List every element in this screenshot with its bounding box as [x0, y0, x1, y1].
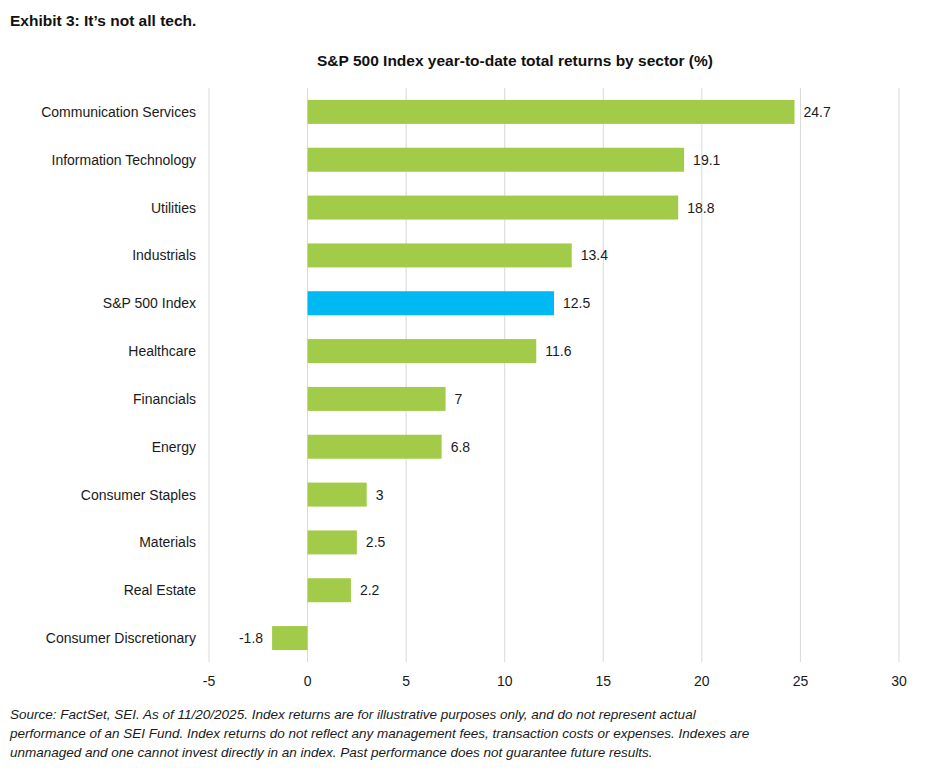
bar [272, 626, 307, 650]
bar [308, 148, 685, 172]
category-label: Financials [133, 391, 196, 407]
category-label: Energy [152, 439, 196, 455]
value-label: 6.8 [451, 439, 471, 455]
value-label: 13.4 [581, 247, 608, 263]
value-label: 12.5 [563, 295, 590, 311]
bar-chart: -5 0 5 10 15 20 25 30 Communication Services 24.7… [0, 0, 940, 700]
x-tick-label: 25 [793, 673, 809, 689]
category-label: Healthcare [128, 343, 196, 359]
value-label: 19.1 [693, 152, 720, 168]
category-label: Utilities [151, 200, 196, 216]
x-tick-label: 10 [497, 673, 513, 689]
x-tick-label: 15 [595, 673, 611, 689]
category-label: Consumer Discretionary [46, 630, 196, 646]
value-label: 3 [376, 487, 384, 503]
x-tick-label: 5 [402, 673, 410, 689]
bar [308, 483, 367, 507]
category-label: Consumer Staples [81, 487, 196, 503]
category-label: Real Estate [124, 582, 197, 598]
value-label: 24.7 [804, 104, 831, 120]
category-label: Information Technology [52, 152, 197, 168]
chart-page: Exhibit 3: It’s not all tech. S&P 500 In… [0, 0, 940, 780]
category-label: Communication Services [41, 104, 196, 120]
bar [308, 100, 795, 124]
x-tick-label: 0 [304, 673, 312, 689]
category-label: S&P 500 Index [103, 295, 196, 311]
x-tick-label: 20 [694, 673, 710, 689]
value-label: -1.8 [239, 630, 263, 646]
bar [308, 291, 554, 315]
value-label: 11.6 [545, 343, 571, 359]
bar [308, 339, 537, 363]
bar [308, 435, 442, 459]
x-tick-label: -5 [203, 673, 216, 689]
value-label: 2.2 [360, 582, 380, 598]
value-label: 2.5 [366, 534, 386, 550]
value-label: 7 [455, 391, 463, 407]
bar [308, 530, 357, 554]
category-label: Industrials [132, 247, 196, 263]
bar [308, 578, 351, 602]
bar [308, 387, 446, 411]
bar [308, 243, 572, 267]
bar [308, 196, 679, 220]
x-tick-label: 30 [891, 673, 907, 689]
category-label: Materials [139, 534, 196, 550]
source-note: Source: FactSet, SEI. As of 11/20/2025. … [10, 705, 762, 762]
value-label: 18.8 [687, 200, 714, 216]
